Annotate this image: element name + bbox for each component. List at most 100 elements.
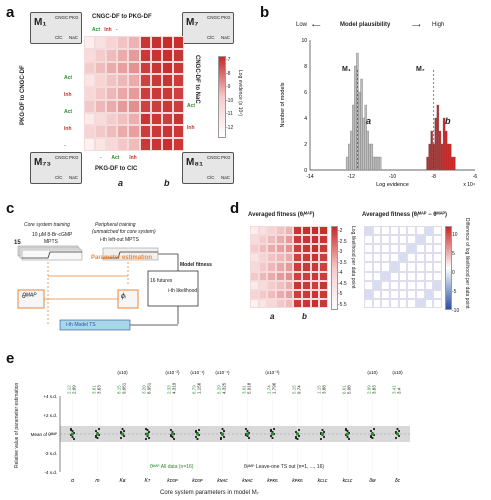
heatmap-cell <box>150 99 162 113</box>
heatmap-cell <box>407 226 416 236</box>
heatmap-cell <box>364 289 373 299</box>
heatmap-cell <box>150 48 162 62</box>
heatmap-cell <box>250 235 259 245</box>
heatmap-cell <box>381 289 390 299</box>
heatmap-cell <box>364 280 373 290</box>
loo-point <box>169 428 173 432</box>
heatmap-cell <box>150 138 162 151</box>
histogram-bar <box>354 65 357 171</box>
all-data-point <box>345 432 350 436</box>
model-label: M₇₃ <box>34 157 51 168</box>
heatmap-cell <box>407 298 416 308</box>
loo-point <box>71 435 74 439</box>
model-fitness-label: Model fitness <box>180 262 212 268</box>
heatmap-cell <box>84 74 96 88</box>
heatmap-cell <box>267 244 276 254</box>
heatmap-cell <box>276 280 285 290</box>
heatmap-cell <box>407 235 416 245</box>
loo-point <box>347 437 351 441</box>
heatmap-cell <box>128 112 140 126</box>
heatmap-cell <box>364 298 373 308</box>
loo-point <box>122 429 126 433</box>
heatmap-cell <box>139 112 151 126</box>
heatmap-cell <box>161 48 173 62</box>
heatmap-cell <box>139 61 151 75</box>
pkg-label: PKG <box>69 15 79 20</box>
heatmap-cell <box>398 262 408 272</box>
scale-label: (x10⁻²) <box>165 370 180 375</box>
heatmap-cell <box>390 253 399 263</box>
heatmap-cell <box>416 280 425 290</box>
loo-point <box>247 436 251 440</box>
heatmap-cell <box>416 253 425 263</box>
all-data-point <box>120 432 125 436</box>
heatmap-cell <box>276 244 285 254</box>
histogram-bar <box>440 143 444 171</box>
heatmap-cell <box>302 253 311 263</box>
heatmap-cell <box>106 48 118 62</box>
colorbar-d-right-ticks: 10 5 0 -5 -10 <box>452 232 460 314</box>
loo-point <box>219 437 223 441</box>
heatmap-cell <box>372 271 382 281</box>
heatmap-d-right <box>364 226 442 308</box>
heatmap-cell <box>117 125 129 139</box>
heatmap-cell <box>390 280 399 290</box>
top-black-value: 3.4 <box>397 387 402 394</box>
heatmap-cell <box>293 244 302 254</box>
heatmap-cell <box>267 226 276 236</box>
heatmap-cell <box>390 244 399 254</box>
heatmap-cell <box>416 271 425 281</box>
histogram-bar <box>364 104 367 171</box>
heatmap-cell <box>117 99 129 113</box>
loo-point <box>369 429 373 433</box>
model-box-m73: M₇₃ CNGC PKG ClC NaC <box>30 152 82 184</box>
scale-label: (x10⁻³) <box>265 370 280 375</box>
bottom-labels: - Act Inh <box>100 155 137 161</box>
param-name-label: Kʙ <box>120 478 126 484</box>
heatmap-cell <box>139 138 151 151</box>
heatmap-cell <box>106 138 118 151</box>
heatmap-cell <box>398 244 408 254</box>
model-box-m7: M₇ CNGC PKG ClC NaC <box>182 12 234 44</box>
y-tick-label: -4 s.d. <box>44 470 57 475</box>
loo-point <box>69 428 73 432</box>
heatmap-cell <box>310 244 320 254</box>
heatmap-cell <box>139 99 151 113</box>
cluster-a-label: a <box>118 178 124 188</box>
heatmap-cell <box>416 262 425 272</box>
heatmap-cell <box>424 244 434 254</box>
model-label: M₈₁ <box>186 157 204 168</box>
heatmap-cell <box>117 138 129 151</box>
heatmap-cell <box>407 289 416 299</box>
top-black-value: 3.83 <box>372 385 377 394</box>
y-tick-label: 10 <box>301 38 307 44</box>
pkg-label: PKG <box>69 155 79 160</box>
top-black-value: 4.319 <box>172 382 177 394</box>
pkg-label: PKG <box>221 155 231 160</box>
colorbar-d-left-ticks: -2 -2.5 -3 -3.5 -4 -4.5 -5 -5.5 <box>338 228 347 308</box>
heatmap-cell <box>390 298 399 308</box>
n16-futures-label: 16 futures <box>150 278 173 284</box>
heatmap-cell <box>106 99 118 113</box>
all-data-point <box>95 432 100 436</box>
heatmap-cell <box>128 138 140 151</box>
heatmap-cell <box>258 298 268 308</box>
heatmap-cell <box>117 74 129 88</box>
cngc-label: CNGC <box>55 155 69 160</box>
x-tick-label: -12 <box>348 174 355 180</box>
param-name-label: α <box>71 478 74 484</box>
heatmap-cell <box>172 112 184 126</box>
heatmap-cell <box>398 226 408 236</box>
colorbar-d-right <box>445 226 452 310</box>
param-name-label: kᴄʟᴄ <box>318 478 328 484</box>
loo-point <box>121 427 124 431</box>
histogram-bar <box>434 117 437 171</box>
model-label: M₇ <box>186 17 199 28</box>
heatmap-cell <box>424 289 434 299</box>
histogram-bar <box>352 104 355 171</box>
cluster-b-label: b <box>164 178 170 188</box>
loo-point <box>396 427 399 431</box>
heatmap-cell <box>95 125 107 139</box>
heatmap-cell <box>424 253 434 263</box>
top-green-value: 2.33 <box>167 385 172 394</box>
